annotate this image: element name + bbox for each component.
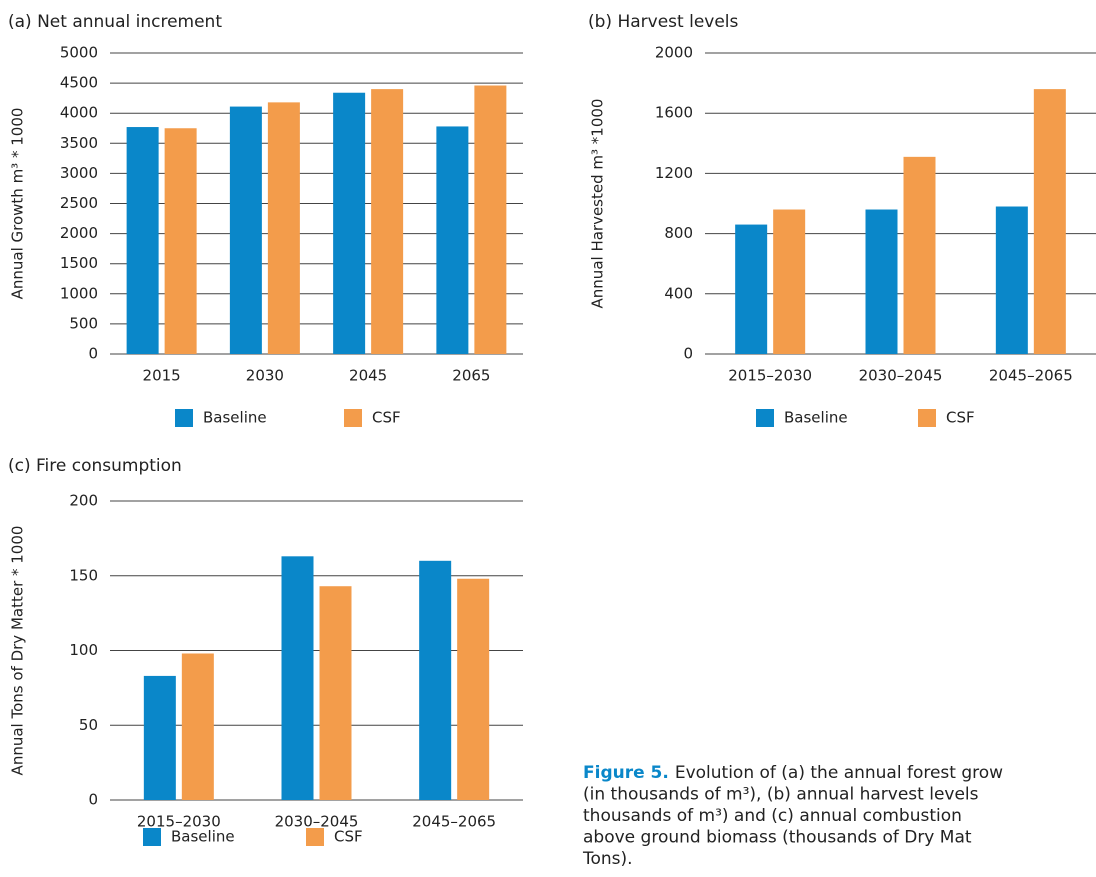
x-tick-label: 2030–2045 <box>859 367 943 385</box>
y-tick-label: 1500 <box>60 254 98 272</box>
x-tick-label: 2045–2065 <box>989 367 1073 385</box>
bar <box>371 89 404 355</box>
bar <box>333 92 366 355</box>
chart-title: (c) Fire consumption <box>8 456 182 476</box>
bar <box>164 128 197 354</box>
legend-swatch <box>175 409 193 427</box>
y-tick-label: 0 <box>88 791 98 809</box>
caption-line: Evolution of (a) the annual forest grow <box>675 763 1003 783</box>
legend-swatch <box>344 409 362 427</box>
y-tick-label: 150 <box>69 566 98 584</box>
y-axis-label: Annual Growth m³ * 1000 <box>9 108 27 300</box>
x-tick-label: 2015–2030 <box>728 367 812 385</box>
bar <box>903 156 936 354</box>
y-tick-label: 500 <box>69 314 98 332</box>
legend-swatch <box>306 828 324 846</box>
caption-line: (in thousands of m³), (b) annual harvest… <box>583 785 979 805</box>
y-tick-label: 1200 <box>655 164 693 182</box>
y-tick-label: 0 <box>683 345 693 363</box>
bar <box>865 209 898 354</box>
bar <box>229 106 262 354</box>
bar <box>419 560 452 800</box>
bar <box>457 578 490 800</box>
y-tick-label: 1000 <box>60 284 98 302</box>
y-tick-label: 2000 <box>655 44 693 62</box>
y-tick-label: 3000 <box>60 164 98 182</box>
caption-line: thousands of m³) and (c) annual combusti… <box>583 806 962 826</box>
bar <box>143 675 176 800</box>
y-tick-label: 4000 <box>60 104 98 122</box>
x-tick-label: 2015–2030 <box>137 813 221 831</box>
legend-swatch <box>143 828 161 846</box>
y-tick-label: 1600 <box>655 104 693 122</box>
x-tick-label: 2065 <box>452 367 490 385</box>
y-tick-label: 50 <box>79 716 98 734</box>
legend-label: CSF <box>372 409 401 427</box>
bar <box>319 586 352 800</box>
x-tick-label: 2030 <box>246 367 284 385</box>
legend-swatch <box>756 409 774 427</box>
y-axis-label: Annual Harvested m³ *1000 <box>589 99 607 309</box>
x-tick-label: 2045–2065 <box>412 813 496 831</box>
caption-line: above ground biomass (thousands of Dry M… <box>583 828 972 848</box>
y-tick-label: 3500 <box>60 134 98 152</box>
y-tick-label: 100 <box>69 641 98 659</box>
bar <box>773 209 806 354</box>
legend-label: Baseline <box>171 828 235 846</box>
bar <box>995 206 1028 354</box>
legend-label: Baseline <box>784 409 848 427</box>
bar <box>436 126 469 354</box>
legend-label: CSF <box>334 828 363 846</box>
caption-line: Tons). <box>582 849 633 869</box>
legend-label: Baseline <box>203 409 267 427</box>
bar <box>281 556 314 800</box>
chart-title: (b) Harvest levels <box>588 12 739 32</box>
chart-title: (a) Net annual increment <box>8 12 222 32</box>
bar <box>181 653 214 800</box>
y-tick-label: 5000 <box>60 44 98 62</box>
y-tick-label: 0 <box>88 345 98 363</box>
y-tick-label: 200 <box>69 492 98 510</box>
y-tick-label: 4500 <box>60 74 98 92</box>
x-tick-label: 2030–2045 <box>275 813 359 831</box>
caption-label: Figure 5. <box>583 763 669 783</box>
y-tick-label: 400 <box>664 284 693 302</box>
legend-swatch <box>918 409 936 427</box>
x-tick-label: 2045 <box>349 367 387 385</box>
bar <box>267 102 300 354</box>
y-tick-label: 2500 <box>60 194 98 212</box>
y-axis-label: Annual Tons of Dry Matter * 1000 <box>9 526 27 776</box>
bar <box>474 85 507 355</box>
y-tick-label: 800 <box>664 224 693 242</box>
bar <box>735 224 768 354</box>
legend-label: CSF <box>946 409 975 427</box>
bar <box>126 127 159 355</box>
x-tick-label: 2015 <box>143 367 181 385</box>
bar <box>1033 89 1066 355</box>
y-tick-label: 2000 <box>60 224 98 242</box>
